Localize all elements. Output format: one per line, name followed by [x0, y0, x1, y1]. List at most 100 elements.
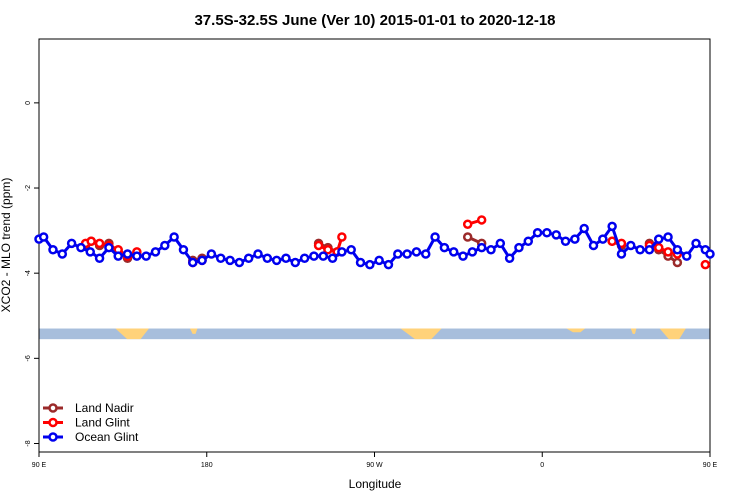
data-point: [253, 249, 263, 259]
map-land: [566, 328, 586, 333]
data-point: [122, 249, 133, 259]
data-point: [309, 251, 319, 261]
data-point: [337, 232, 347, 242]
data-point: [313, 240, 324, 251]
data-point: [672, 245, 683, 255]
map-land: [400, 328, 442, 340]
data-point: [197, 255, 207, 266]
legend-label: Land Glint: [75, 416, 130, 430]
y-tick-label: 0: [25, 101, 32, 105]
data-point: [323, 245, 333, 255]
data-point: [346, 245, 356, 255]
data-point: [132, 251, 142, 261]
map-land: [659, 328, 686, 340]
data-point: [402, 249, 412, 259]
data-point: [206, 249, 217, 259]
series-ocean-glint: [34, 221, 715, 270]
data-point: [579, 223, 589, 234]
data-point: [94, 238, 105, 249]
data-point: [514, 242, 524, 253]
legend-marker: [48, 403, 58, 413]
data-point: [551, 230, 561, 240]
data-point: [421, 249, 431, 259]
legend-marker: [48, 417, 58, 428]
data-point: [76, 242, 86, 253]
y-tick-label: -8: [25, 440, 32, 446]
data-point: [169, 232, 179, 242]
data-point: [476, 242, 487, 253]
series-layer: [34, 215, 715, 270]
data-point: [644, 245, 655, 255]
data-point: [523, 236, 534, 246]
data-point: [318, 251, 328, 261]
data-point: [188, 257, 198, 268]
data-point: [700, 259, 711, 270]
data-point: [495, 238, 506, 249]
data-point: [160, 240, 170, 251]
data-point: [86, 236, 96, 246]
y-tick-label: -6: [25, 355, 32, 361]
data-point: [691, 238, 701, 249]
y-tick-label: -2: [25, 185, 32, 191]
y-tick-label: -4: [25, 270, 32, 276]
data-point: [262, 253, 273, 264]
data-point: [486, 245, 496, 255]
data-point: [705, 249, 715, 259]
data-point: [374, 255, 384, 266]
data-point: [462, 232, 473, 242]
data-point: [663, 232, 673, 242]
data-point: [411, 247, 422, 257]
map-land: [189, 328, 198, 334]
x-tick-label: 90 E: [32, 462, 47, 469]
data-point: [681, 251, 692, 261]
data-point: [653, 234, 664, 244]
data-point: [663, 247, 673, 257]
data-point: [38, 232, 49, 242]
legend-label: Land Nadir: [75, 401, 134, 415]
data-point: [560, 236, 571, 246]
data-point: [476, 215, 487, 225]
data-point: [653, 242, 664, 253]
data-point: [588, 240, 599, 251]
data-point: [598, 234, 608, 244]
data-point: [104, 242, 114, 253]
data-point: [504, 253, 515, 264]
data-point: [542, 227, 552, 238]
data-point: [616, 249, 627, 259]
data-point: [337, 247, 347, 257]
data-point: [458, 251, 468, 261]
x-axis-label: Longitude: [349, 477, 402, 491]
map-land: [630, 328, 637, 334]
data-point: [462, 219, 473, 229]
legend-marker: [48, 432, 58, 442]
data-point: [607, 236, 617, 246]
data-point: [299, 253, 310, 264]
data-point: [178, 245, 189, 255]
legend-label: Ocean Glint: [75, 430, 139, 444]
data-point: [439, 242, 450, 253]
data-point: [85, 247, 96, 257]
data-point: [57, 249, 68, 259]
data-point: [607, 221, 617, 232]
data-point: [113, 251, 123, 261]
data-point: [66, 238, 77, 249]
data-point: [225, 255, 235, 266]
data-point: [626, 240, 636, 251]
x-axis: 90 E 180 90 W 0 90 E: [32, 452, 718, 469]
data-point: [635, 245, 645, 255]
data-point: [290, 257, 301, 268]
data-point: [215, 253, 226, 264]
chart-title: 37.5S-32.5S June (Ver 10) 2015-01-01 to …: [194, 12, 555, 29]
data-point: [281, 253, 291, 264]
data-point: [430, 232, 440, 242]
map-ocean: [39, 328, 710, 340]
data-point: [672, 257, 683, 268]
data-point: [532, 227, 543, 238]
map-land: [115, 328, 149, 340]
data-point: [383, 259, 394, 270]
data-point: [467, 247, 478, 257]
data-point: [150, 247, 161, 257]
data-point: [243, 253, 254, 264]
